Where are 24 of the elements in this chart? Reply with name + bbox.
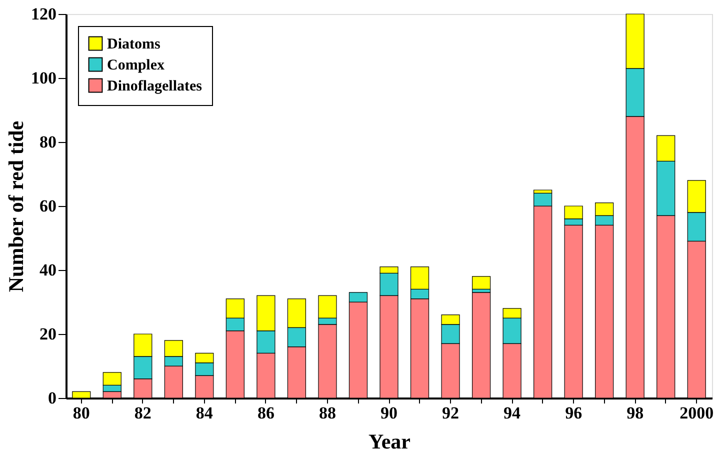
x-tick-label: 80 — [72, 404, 90, 422]
x-tick-label: 84 — [196, 404, 214, 422]
x-tick-label: 88 — [318, 404, 336, 422]
y-tick-label: 20 — [40, 324, 56, 344]
x-tick-label: 90 — [380, 404, 398, 422]
x-tick-label: 86 — [257, 404, 274, 422]
x-tick-label: 96 — [565, 404, 582, 422]
x-tick-label: 92 — [442, 404, 460, 422]
legend-label: Diatoms — [107, 36, 160, 52]
y-tick-label: 120 — [31, 4, 56, 24]
y-axis-title: Number of red tide — [4, 120, 28, 292]
bar — [472, 276, 491, 290]
x-axis-title: Year — [368, 430, 410, 454]
legend-label: Dinoflagellates — [107, 78, 202, 94]
y-tick-label: 40 — [40, 260, 56, 280]
x-tick-label: 94 — [504, 404, 522, 422]
y-tick-label: 80 — [40, 132, 56, 152]
x-tick-label: 82 — [134, 404, 152, 422]
y-tick-label: 0 — [48, 388, 56, 408]
y-tick-label: 60 — [40, 196, 56, 216]
x-tick-label: 2000 — [680, 404, 714, 422]
x-tick-label: 98 — [626, 404, 644, 422]
legend-label: Complex — [107, 58, 165, 74]
y-tick-label: 100 — [31, 68, 56, 88]
